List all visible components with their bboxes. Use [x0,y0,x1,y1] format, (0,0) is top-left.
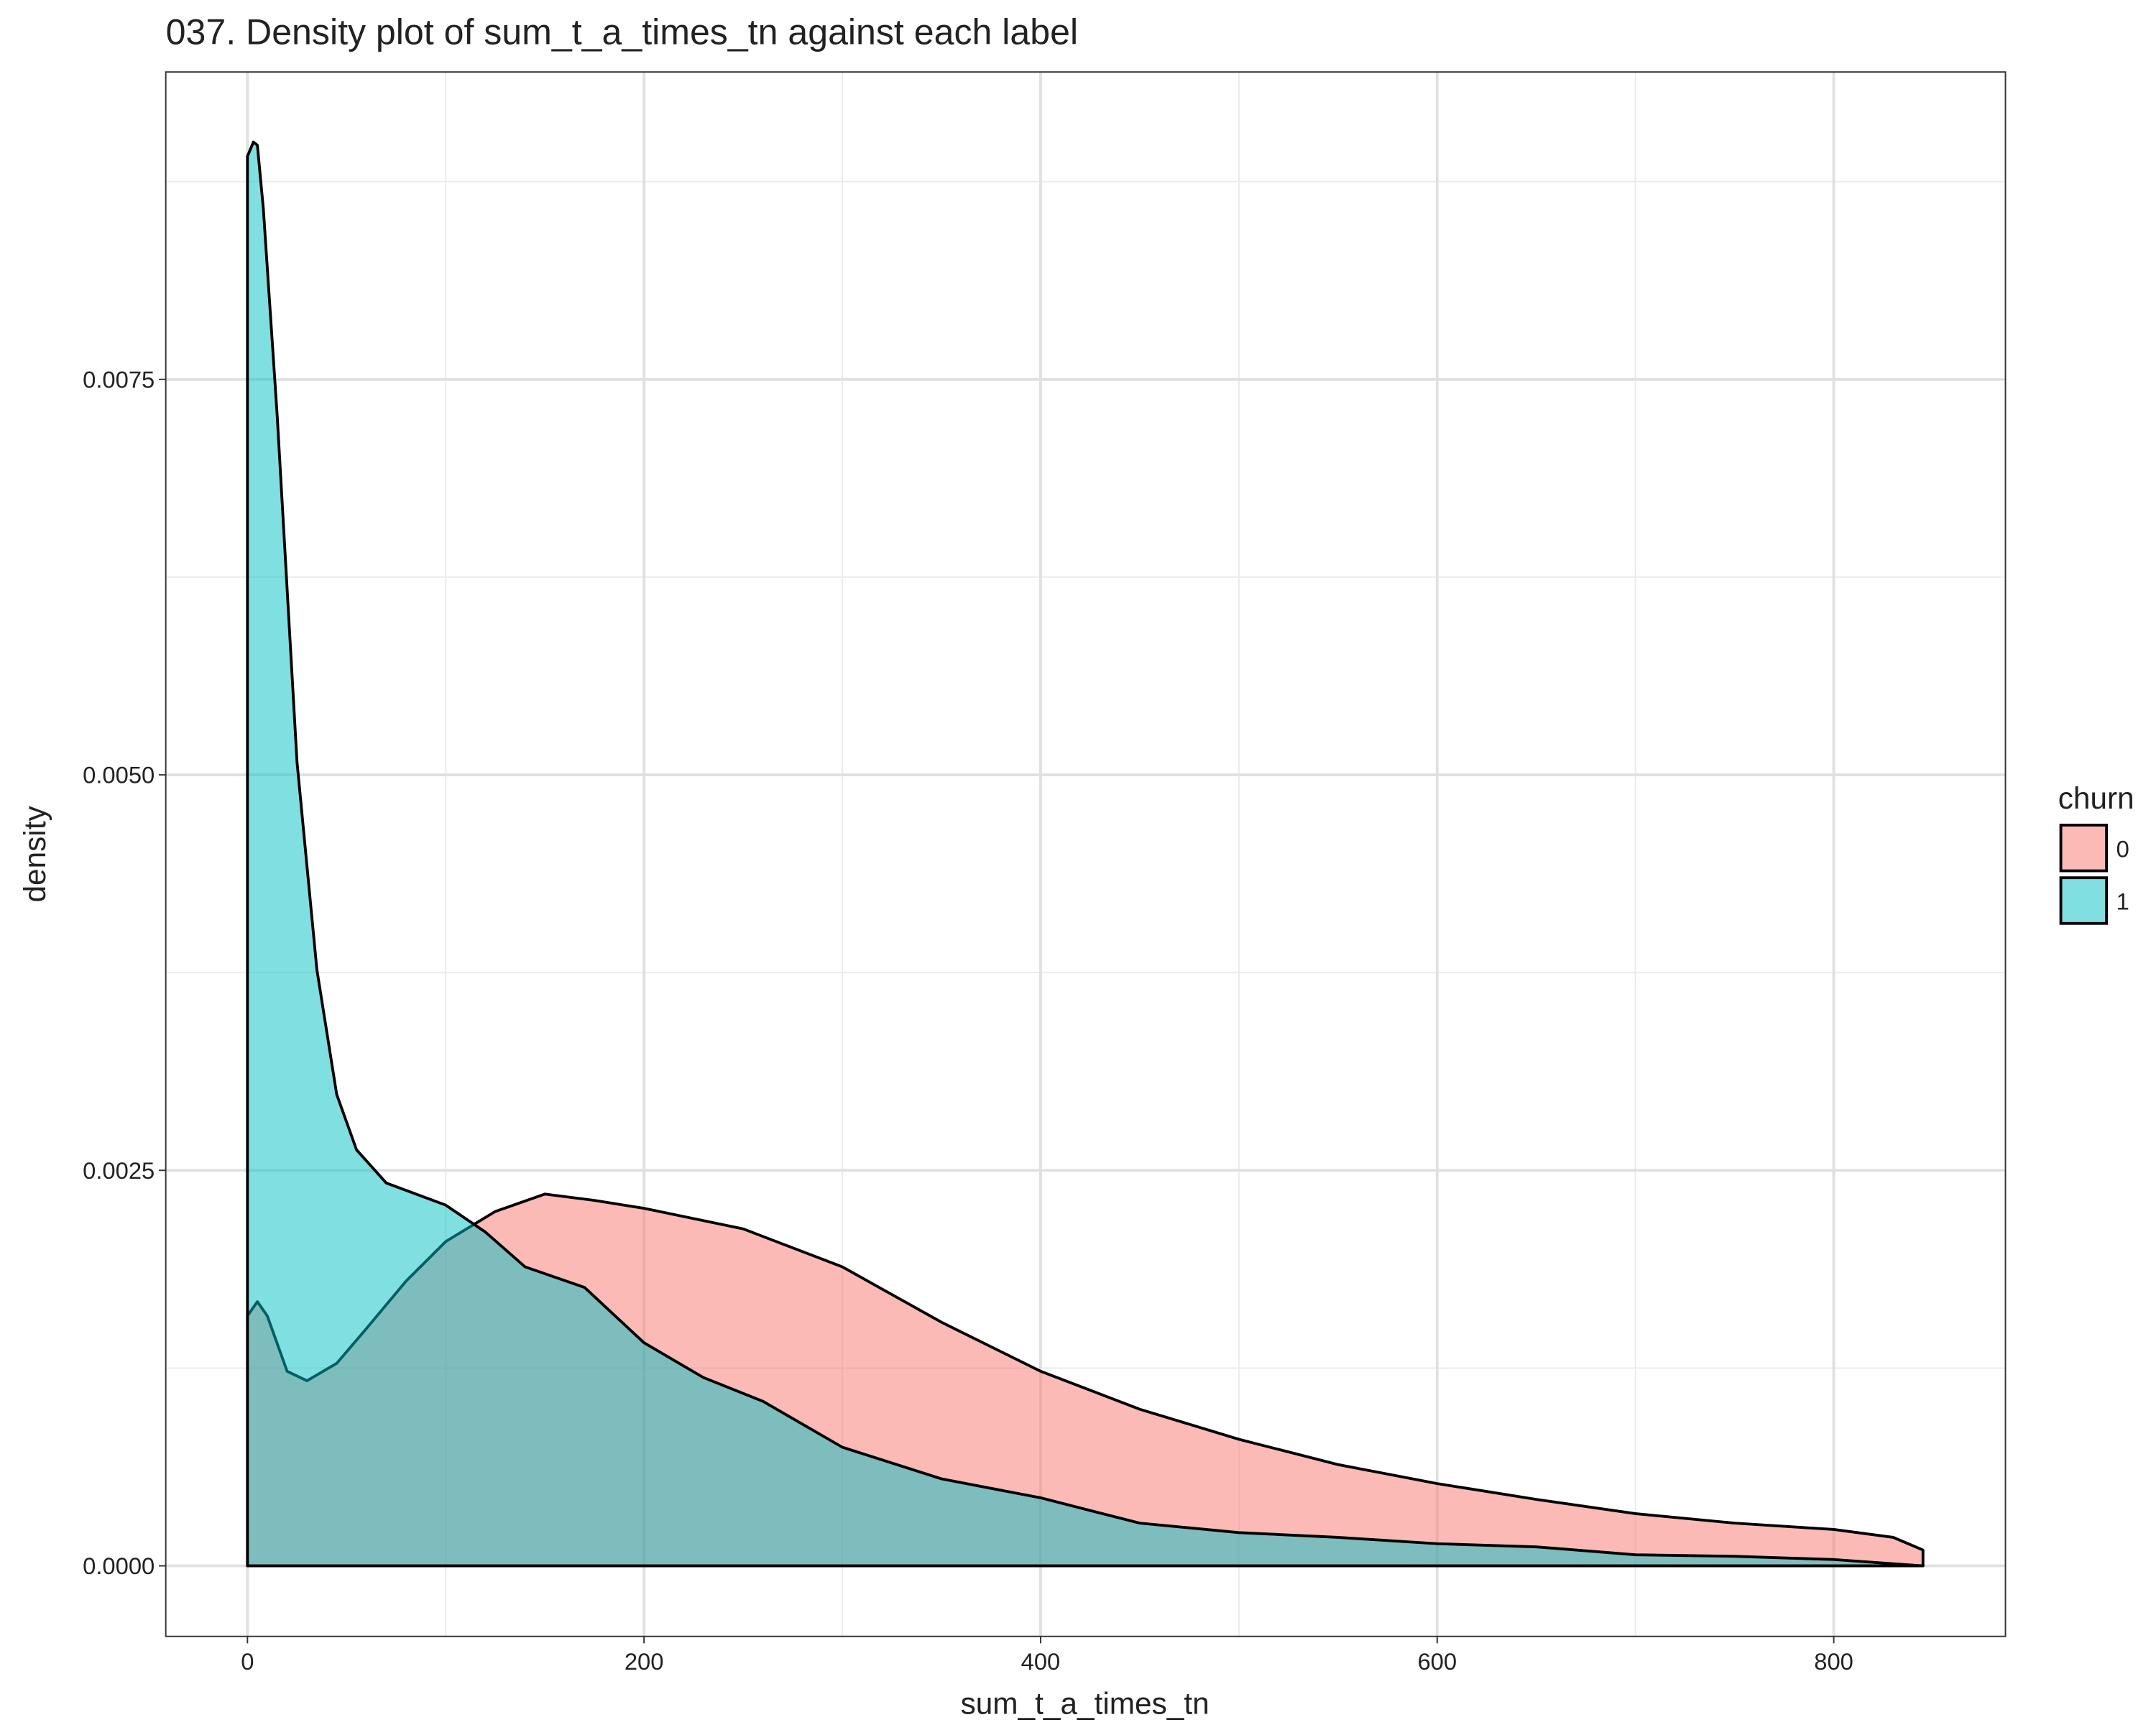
y-tick-label: 0.0000 [83,1552,155,1579]
y-axis-label: density [18,806,52,903]
x-tick-label: 400 [1021,1648,1061,1675]
plot-border [165,71,2007,1637]
legend-swatch [2059,876,2109,925]
y-tick-label: 0.0075 [83,366,155,392]
legend-label: 1 [2116,888,2129,914]
x-tick-label: 600 [1417,1648,1457,1675]
chart-title: 037. Density plot of sum_t_a_times_tn ag… [166,12,1078,52]
y-tick-label: 0.0025 [83,1157,155,1184]
density-area [246,140,1925,1568]
legend-label: 0 [2116,835,2129,862]
legend-swatch [2059,824,2109,873]
legend-title: churn [2058,781,2134,815]
x-tick-label: 800 [1814,1648,1853,1675]
x-tick-label: 0 [241,1648,254,1675]
x-tick-label: 200 [625,1648,664,1675]
y-tick-label: 0.0050 [83,762,155,788]
x-axis-label: sum_t_a_times_tn [961,1687,1210,1721]
